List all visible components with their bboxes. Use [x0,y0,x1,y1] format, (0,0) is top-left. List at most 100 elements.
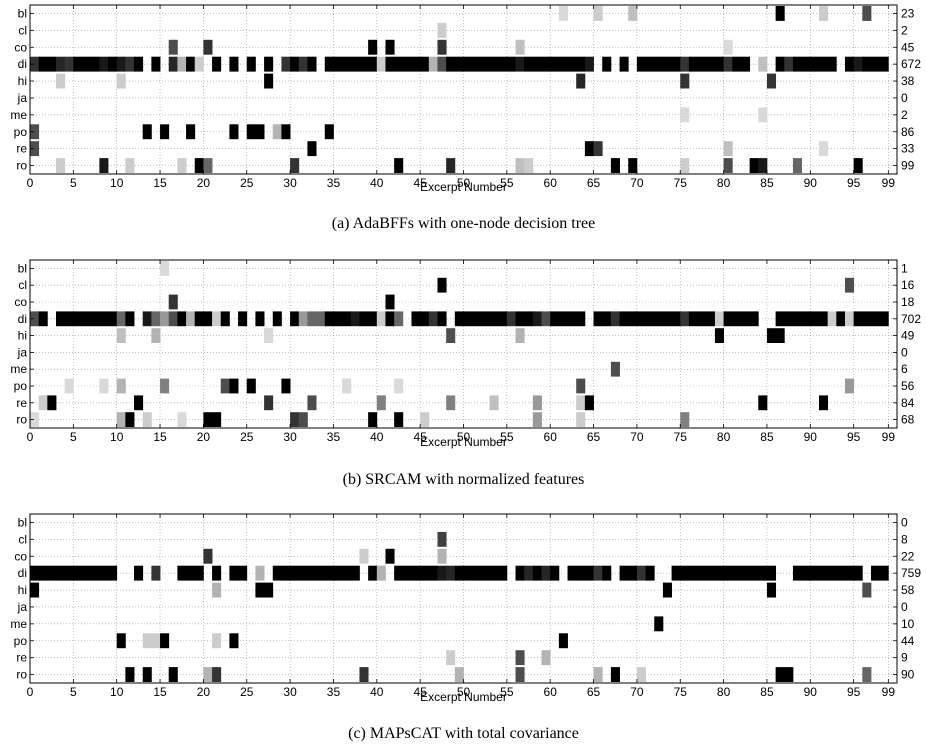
cell-di-1 [38,56,48,72]
row-total-co: 45 [901,40,915,54]
cell-di-51 [472,56,482,72]
x-tick-label: 55 [500,176,514,190]
cell-re-27 [264,395,274,411]
cell-ro-69 [628,158,638,173]
cell-di-81 [732,565,742,581]
cell-po-13 [142,633,152,649]
row-total-cl: 16 [901,278,915,292]
cell-di-97 [870,565,881,581]
cell-di-86 [775,56,785,72]
cell-di-70 [636,56,646,72]
cell-po-26 [255,124,265,140]
cell-di-33 [316,311,326,327]
cell-ro-39 [368,412,378,427]
cell-di-94 [844,56,855,72]
x-tick-label: 70 [630,685,644,699]
cell-hi-56 [515,328,525,343]
cell-di-56 [515,565,525,581]
row-total-re: 84 [901,396,915,410]
cell-di-30 [290,56,300,72]
row-total-ro: 99 [901,159,915,173]
cell-ro-42 [394,412,404,427]
x-tick-label: 70 [630,430,644,444]
cell-di-7 [90,565,100,581]
cell-di-39 [368,565,378,581]
cell-ro-19 [194,158,204,173]
cell-di-43 [402,565,412,581]
cell-di-8 [99,56,109,72]
x-tick-label: 20 [197,430,211,444]
cell-di-60 [550,311,560,327]
cell-re-32 [307,395,317,411]
cell-di-34 [324,311,334,327]
x-tick-label: 25 [240,430,254,444]
cell-di-55 [506,311,516,327]
cell-di-42 [394,56,404,72]
cell-di-91 [818,56,829,72]
cell-po-25 [246,378,256,394]
cell-di-45 [420,56,430,72]
cell-di-38 [359,311,369,327]
cell-co-41 [385,548,395,564]
cell-di-62 [567,565,577,581]
row-label-cl: cl [18,23,27,37]
cell-di-14 [151,311,161,327]
cell-di-90 [810,311,820,327]
cell-di-38 [359,56,369,72]
x-tick-label: 5 [70,176,77,190]
cell-di-80 [723,311,733,327]
row-total-re: 9 [901,651,908,665]
cell-ro-80 [723,158,733,173]
cell-po-14 [151,633,161,649]
cell-di-36 [342,311,352,327]
row-total-po: 86 [901,125,915,139]
cell-re-84 [758,395,768,411]
cell-bl-86 [775,6,785,21]
x-tick-label: 99 [882,176,896,190]
cell-po-18 [186,124,196,140]
cell-hi-27 [264,582,274,598]
x-tick-label: 35 [327,176,341,190]
x-tick-label: 99 [882,685,896,699]
cell-di-22 [220,311,230,327]
cell-di-74 [671,565,681,581]
cell-co-20 [203,548,213,564]
cell-di-19 [194,565,204,581]
cell-di-87 [784,56,794,72]
cell-di-40 [376,311,386,327]
cell-di-35 [333,311,343,327]
x-axis-label: Excerpt Number [420,180,507,194]
cell-co-47 [437,548,447,564]
cell-di-26 [255,565,265,581]
cell-hi-14 [151,328,161,343]
panel-3: bl 0 cl 8 co 22 di 759 hi 58 ja 0 me 10 po 44 re 9 ro 90 0 5 1… [10,513,921,742]
cell-di-92 [827,311,837,327]
cell-di-59 [541,56,551,72]
cell-di-70 [636,311,646,327]
cell-di-14 [151,565,161,581]
x-tick-label: 90 [804,685,818,699]
row-label-ro: ro [16,668,27,682]
cell-di-32 [307,311,317,327]
x-tick-label: 75 [674,176,688,190]
cell-co-41 [385,294,395,310]
cell-di-95 [853,565,863,581]
cell-di-68 [619,311,629,327]
cell-di-12 [134,56,144,72]
x-tick-label: 50 [457,430,471,444]
x-tick-label: 30 [283,685,297,699]
cell-di-49 [454,565,464,581]
cell-di-54 [498,311,508,327]
cell-di-58 [532,56,542,72]
cell-di-88 [792,565,803,581]
cell-re-0 [30,141,40,157]
cell-di-10 [116,56,126,72]
row-total-ja: 0 [901,600,908,614]
x-tick-label: 45 [413,685,427,699]
cell-hi-48 [446,328,456,343]
cell-di-69 [628,311,638,327]
cell-ro-70 [636,667,646,682]
cell-di-37 [350,56,360,72]
x-tick-label: 65 [587,685,601,699]
cell-bl-15 [160,261,170,276]
